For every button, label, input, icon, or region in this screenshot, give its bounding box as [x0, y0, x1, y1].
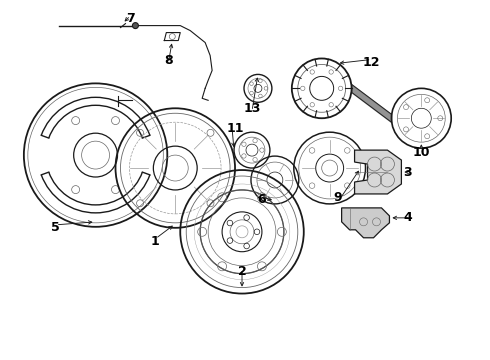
- Text: 11: 11: [226, 122, 244, 135]
- Text: 9: 9: [333, 192, 342, 204]
- Text: 12: 12: [363, 56, 380, 69]
- Text: 3: 3: [403, 166, 412, 179]
- Text: 13: 13: [244, 102, 261, 115]
- Text: 7: 7: [126, 12, 135, 25]
- Circle shape: [132, 23, 138, 28]
- Text: 4: 4: [403, 211, 412, 224]
- Text: 5: 5: [51, 221, 60, 234]
- Text: 1: 1: [151, 235, 160, 248]
- Text: 2: 2: [238, 265, 246, 278]
- Text: 10: 10: [413, 145, 430, 159]
- Text: 6: 6: [258, 193, 266, 206]
- Polygon shape: [355, 150, 401, 194]
- Polygon shape: [342, 208, 390, 238]
- Text: 8: 8: [164, 54, 172, 67]
